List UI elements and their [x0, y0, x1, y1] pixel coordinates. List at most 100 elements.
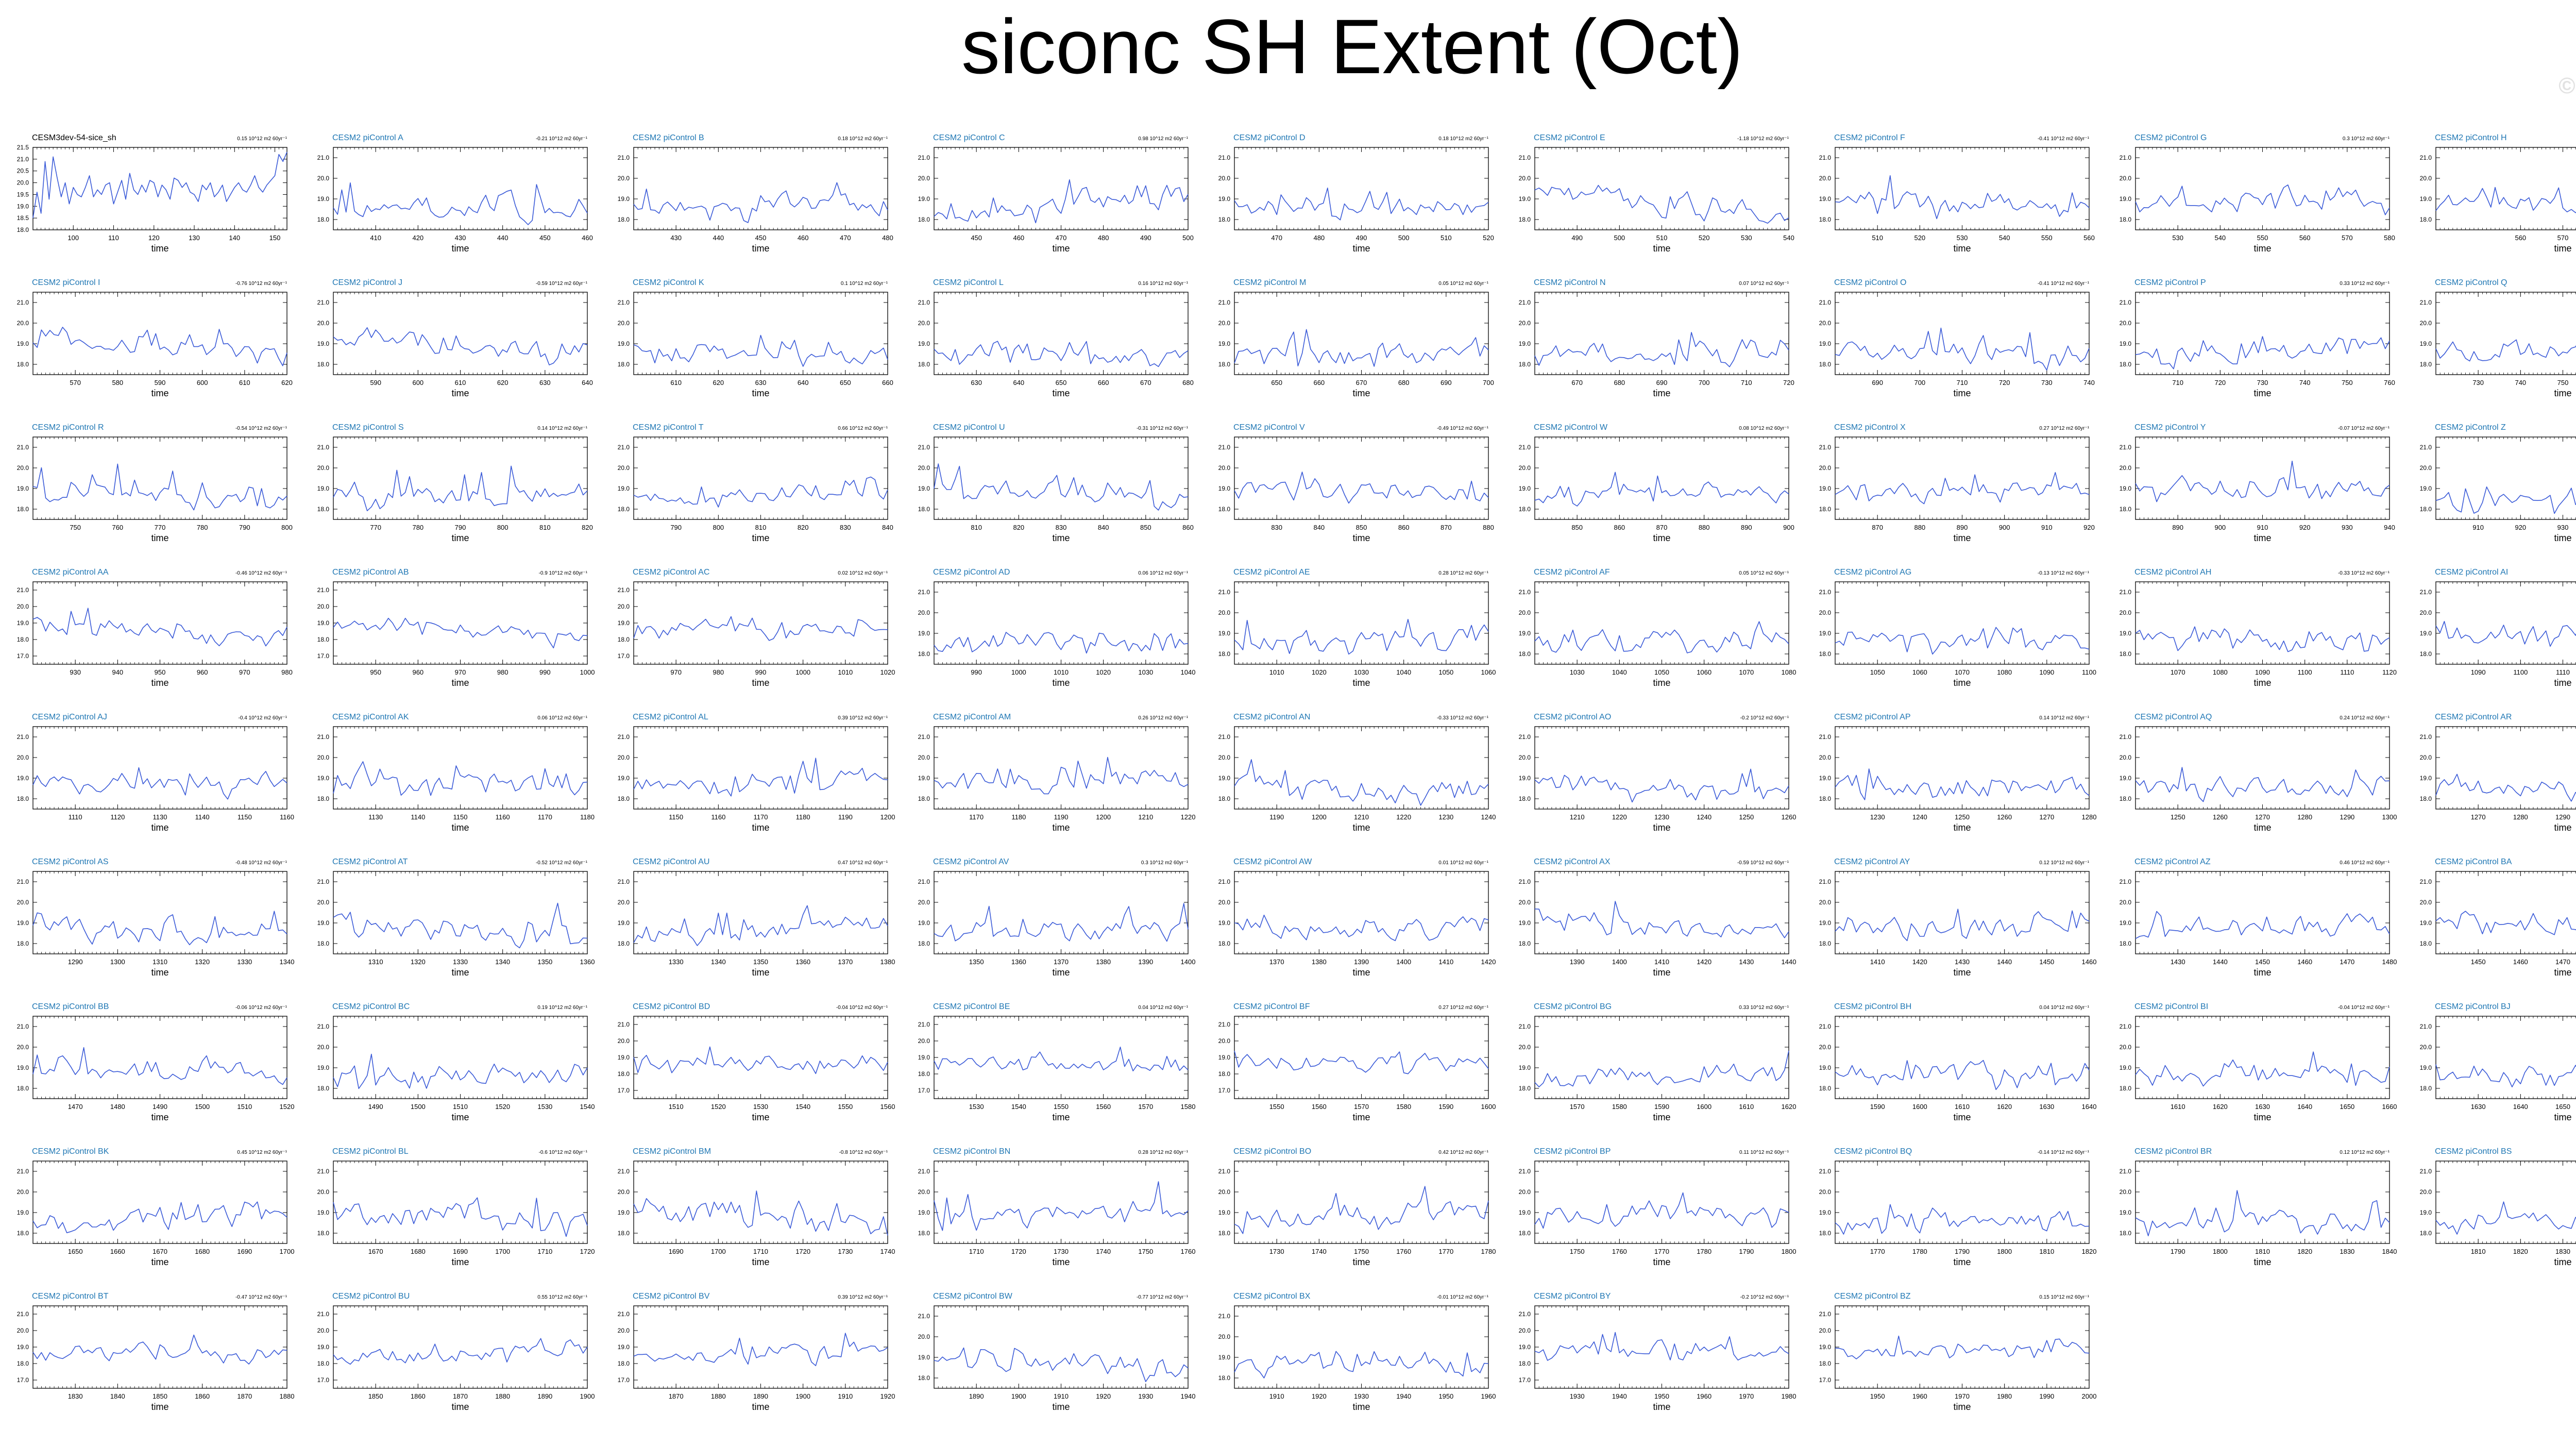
x-tick-label: 670	[1356, 379, 1367, 386]
x-tick-label: 610	[239, 379, 250, 386]
x-tick-label: 930	[2342, 524, 2353, 531]
y-tick-label: 18.0	[317, 636, 330, 643]
y-tick-label: 19.0	[17, 619, 29, 627]
x-tick-label: 1000	[795, 668, 810, 676]
x-tick-label: 860	[1398, 524, 1410, 531]
series-line	[333, 465, 588, 511]
x-tick-label: 110	[108, 234, 119, 242]
x-tick-label: 520	[1914, 234, 1925, 242]
x-tick-label: 640	[1013, 379, 1024, 386]
plot-frame	[1234, 292, 1489, 375]
series-line	[934, 463, 1189, 511]
panel-name: CESM2 piControl AE	[1233, 568, 1310, 577]
y-tick-label: 19.0	[2120, 195, 2132, 203]
x-axis-label: time	[1953, 243, 1971, 254]
x-tick-label: 460	[798, 234, 809, 242]
plot-frame	[2435, 292, 2576, 375]
x-tick-label: 580	[2384, 234, 2395, 242]
plot-frame	[2135, 292, 2390, 375]
chart-panel: CESM2 piControl F -0.41 10^12 m2 60yr⁻¹ 51…	[1819, 133, 2095, 254]
chart-panel: CESM2 piControl AA -0.46 10^12 m2 60yr⁻¹ 9…	[17, 568, 293, 688]
x-tick-label: 900	[1999, 524, 2010, 531]
series-line	[633, 476, 888, 508]
y-tick-label: 21.0	[618, 444, 630, 451]
x-tick-label: 490	[1356, 234, 1367, 242]
x-tick-label: 530	[1741, 234, 1752, 242]
x-tick-label: 420	[412, 234, 423, 242]
y-tick-label: 19.0	[2420, 340, 2432, 347]
x-tick-label: 920	[2515, 524, 2526, 531]
x-tick-label: 950	[370, 668, 381, 676]
x-tick-label: 640	[582, 379, 593, 386]
chart-panel: CESM2 piControl O -0.41 10^12 m2 60yr⁻¹ 69…	[1819, 278, 2095, 398]
trend-label: 0.28 10^12 m2 60yr⁻¹	[1438, 570, 1488, 576]
panel-name: CESM2 piControl X	[1834, 423, 1906, 432]
x-tick-label: 460	[582, 234, 593, 242]
x-axis-label: time	[2554, 533, 2571, 543]
chart-panel: CESM2 piControl C 0.98 10^12 m2 60yr⁻¹ 450…	[918, 133, 1194, 254]
x-axis-label: time	[1352, 388, 1370, 398]
x-tick-label: 440	[713, 234, 724, 242]
x-tick-label: 880	[1483, 524, 1494, 531]
plot-frame	[2135, 147, 2390, 230]
chart-panel: CESM2 piControl H-0.28 10^12 m2 60yr⁻¹56…	[2420, 133, 2576, 254]
trend-label: 0.18 10^12 m2 60yr⁻¹	[1438, 136, 1488, 142]
x-tick-label: 700	[1483, 379, 1494, 386]
y-tick-label: 18.0	[17, 226, 29, 233]
chart-panel: CESM2 piControl Y -0.07 10^12 m2 60yr⁻¹ 89…	[2120, 423, 2395, 543]
y-tick-label: 21.0	[2120, 154, 2132, 161]
x-tick-label: 620	[281, 379, 293, 386]
x-tick-label: 710	[1741, 379, 1752, 386]
y-tick-label: 19.0	[1819, 195, 1832, 203]
panel-name: CESM2 piControl K	[633, 278, 704, 287]
y-tick-label: 20.0	[918, 609, 930, 616]
y-tick-label: 19.0	[1519, 485, 1531, 492]
x-tick-label: 450	[539, 234, 551, 242]
trend-label: 0.02 10^12 m2 60yr⁻¹	[838, 570, 888, 576]
y-tick-label: 20.0	[1218, 320, 1231, 327]
y-tick-label: 20.0	[2120, 464, 2132, 472]
chart-panel: CESM2 piControl AB -0.9 10^12 m2 60yr⁻¹ 95…	[317, 568, 595, 688]
panel-name: CESM2 piControl F	[1834, 133, 1905, 142]
chart-panel: CESM2 piControl A -0.21 10^12 m2 60yr⁻¹ 41…	[317, 133, 593, 254]
panel-name: CESM2 piControl E	[1534, 133, 1605, 142]
y-tick-label: 19.0	[918, 195, 930, 203]
y-tick-label: 18.0	[317, 361, 330, 368]
x-tick-label: 470	[1056, 234, 1067, 242]
plot-frame	[2135, 436, 2390, 520]
x-tick-label: 810	[755, 524, 767, 531]
y-tick-label: 18.0	[2120, 506, 2132, 513]
trend-label: 0.14 10^12 m2 60yr⁻¹	[537, 426, 587, 431]
x-tick-label: 570	[2342, 234, 2353, 242]
series-line	[633, 616, 888, 641]
x-tick-label: 950	[155, 668, 166, 676]
x-tick-label: 970	[455, 668, 466, 676]
series-line	[32, 463, 287, 511]
y-tick-label: 21.0	[618, 586, 630, 594]
x-tick-label: 610	[670, 379, 682, 386]
x-tick-label: 890	[2172, 524, 2183, 531]
plot-frame	[633, 581, 888, 665]
y-tick-label: 20.0	[1519, 464, 1531, 472]
x-tick-label: 850	[1356, 524, 1367, 531]
x-tick-label: 890	[1741, 524, 1752, 531]
x-axis-label: time	[151, 533, 168, 543]
x-tick-label: 650	[1056, 379, 1067, 386]
y-tick-label: 21.0	[317, 444, 330, 451]
x-axis-label: time	[1052, 243, 1070, 254]
x-tick-label: 850	[1140, 524, 1151, 531]
plot-frame	[1835, 436, 2090, 520]
x-tick-label: 920	[2083, 524, 2095, 531]
trend-label: 0.16 10^12 m2 60yr⁻¹	[1138, 281, 1188, 287]
x-tick-label: 970	[670, 668, 682, 676]
y-tick-label: 20.0	[618, 603, 630, 610]
y-tick-label: 20.0	[618, 320, 630, 327]
x-tick-label: 410	[370, 234, 381, 242]
x-tick-label: 780	[197, 524, 208, 531]
x-tick-label: 840	[1098, 524, 1109, 531]
y-tick-label: 18.0	[618, 361, 630, 368]
y-tick-label: 18.0	[2420, 506, 2432, 513]
y-tick-label: 21.0	[317, 154, 330, 161]
chart-panel: CESM2 piControl B 0.18 10^12 m2 60yr⁻¹ 430…	[618, 133, 893, 254]
